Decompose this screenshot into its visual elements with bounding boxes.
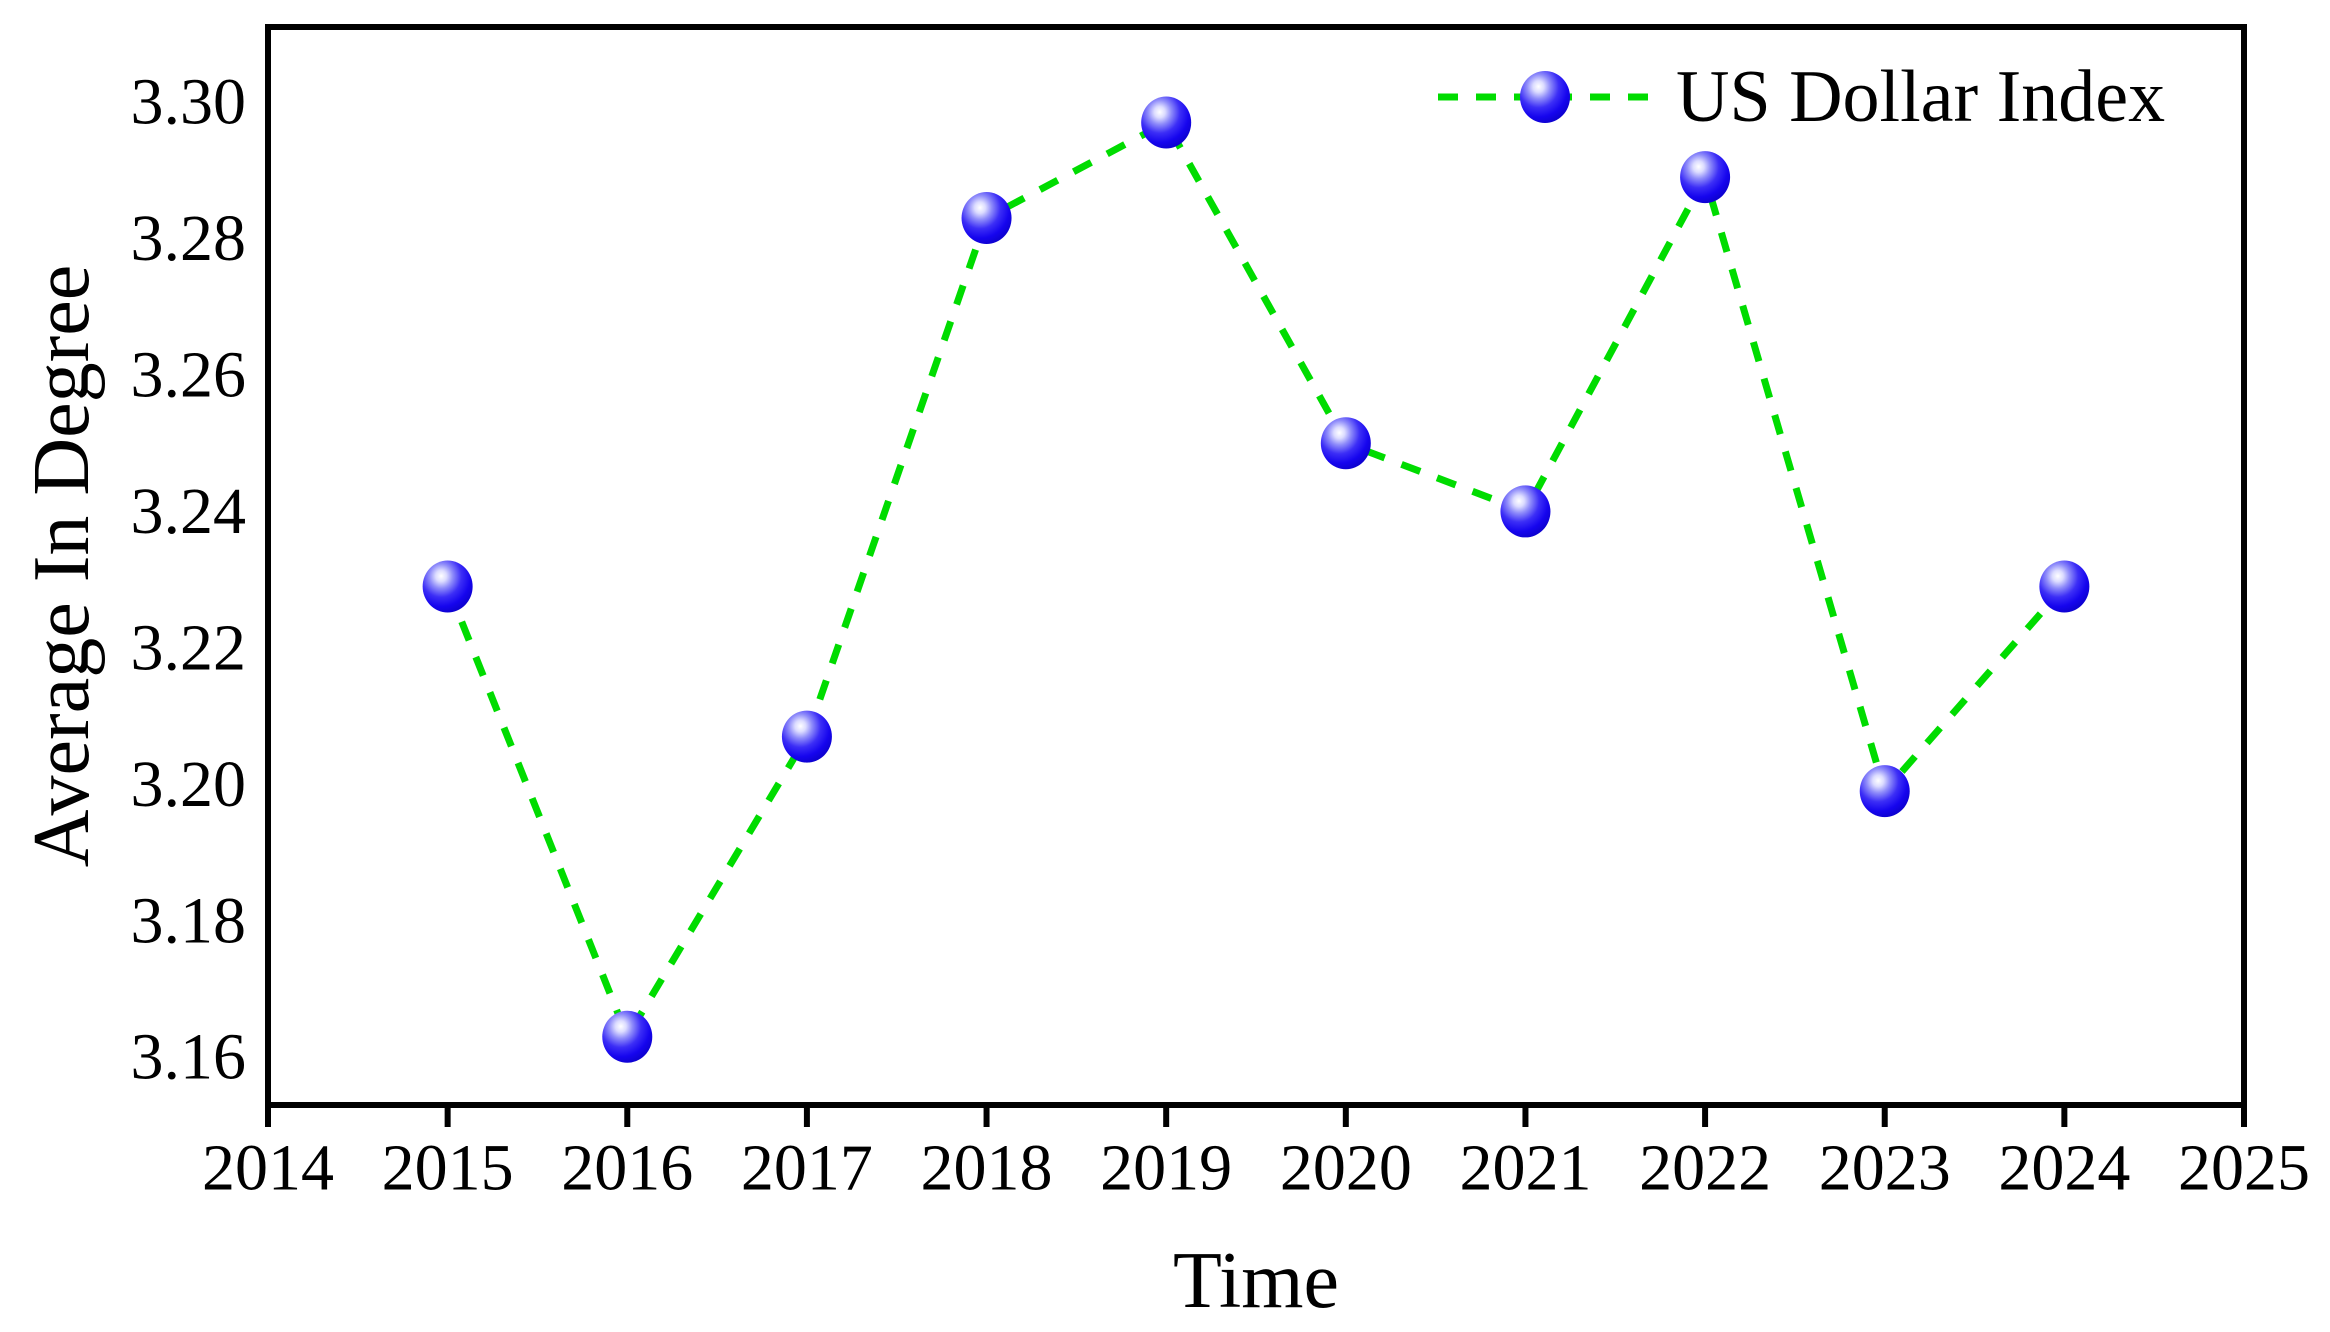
data-point-marker	[2039, 560, 2090, 613]
series-layer	[422, 96, 2090, 1063]
x-tick-label: 2023	[1819, 1132, 1951, 1205]
x-tick-label: 2017	[741, 1132, 873, 1205]
y-tick-label: 3.20	[131, 748, 247, 821]
x-tick-label: 2015	[382, 1132, 514, 1205]
x-tick-label: 2025	[2178, 1132, 2310, 1205]
y-tick-label: 3.24	[131, 475, 247, 548]
data-point-marker	[422, 560, 473, 613]
x-tick-label: 2022	[1639, 1132, 1771, 1205]
x-tick-label: 2024	[1998, 1132, 2130, 1205]
data-point-marker	[1680, 151, 1731, 204]
data-point-marker	[1320, 417, 1371, 470]
x-tick-label: 2021	[1459, 1132, 1591, 1205]
x-tick-label: 2014	[202, 1132, 334, 1205]
legend-marker-icon	[1520, 71, 1570, 123]
y-tick-label: 3.18	[131, 884, 247, 957]
x-tick-label: 2018	[921, 1132, 1053, 1205]
x-tick-label: 2016	[561, 1132, 693, 1205]
data-point-marker	[781, 710, 832, 763]
data-point-marker	[1859, 765, 1910, 818]
series-line	[444, 117, 2067, 1045]
y-tick-label: 3.16	[131, 1021, 247, 1094]
y-tick-label: 3.22	[131, 611, 247, 684]
x-tick-label: 2019	[1100, 1132, 1232, 1205]
plot-border	[265, 24, 2247, 1108]
data-point-marker	[961, 192, 1012, 245]
data-point-marker	[1500, 485, 1551, 538]
y-axis-title: Average In Degree	[18, 265, 106, 868]
y-tick-label: 3.28	[131, 202, 247, 275]
legend-label: US Dollar Index	[1676, 56, 2165, 138]
data-point-marker	[602, 1010, 653, 1063]
x-tick-label: 2020	[1280, 1132, 1412, 1205]
y-axis: 3.16 3.18 3.20 3.22 3.24 3.26 3.28 3.30	[131, 66, 247, 1094]
legend: US Dollar Index	[1438, 56, 2165, 138]
y-tick-label: 3.26	[131, 338, 247, 411]
data-point-marker	[1141, 96, 1192, 149]
x-axis: 2014 2015 2016 2017 2018 2019 2020 2021 2022 2023…	[202, 1105, 2310, 1205]
y-tick-label: 3.30	[131, 66, 247, 139]
x-axis-title: Time	[1173, 1237, 1339, 1325]
